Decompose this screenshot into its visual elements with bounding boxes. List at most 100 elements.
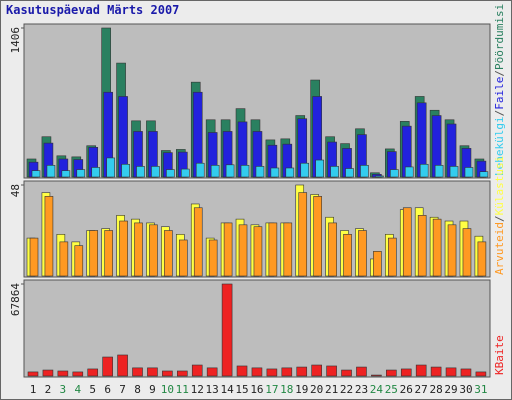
bar [341,369,352,377]
bar [240,165,250,178]
bar [270,167,280,178]
bar [268,222,278,277]
bar [181,168,190,178]
bar [300,162,310,178]
x-tick-label: 26 [400,383,413,396]
bar [388,237,397,277]
legend-entry: Faile [493,77,506,110]
bar [477,241,487,277]
bar [76,169,86,178]
bar [134,222,143,277]
bar [326,365,337,377]
x-tick-label: 25 [385,383,398,396]
bar [46,165,56,178]
bar [375,175,384,178]
bar [390,169,399,178]
bar [356,366,367,377]
bar [151,166,160,178]
bar [238,224,248,277]
bar [430,366,442,377]
bar [415,364,427,377]
bar [311,364,322,377]
x-tick-label: 15 [235,383,248,396]
bar [166,169,175,178]
bar [358,230,367,277]
x-tick-label: 16 [250,383,263,396]
bar [419,163,429,178]
x-tick-label: 1 [30,383,37,396]
bar [221,283,233,377]
x-tick-label: 19 [295,383,308,396]
bar [434,165,444,178]
x-tick-label: 21 [325,383,338,396]
x-tick-label: 4 [74,383,81,396]
legend-separator: / [493,215,506,222]
bar [57,370,69,377]
bar [191,364,203,377]
bar [206,367,218,377]
bar [208,239,218,277]
bar [74,245,84,277]
bar [445,367,457,377]
bar [89,230,99,277]
x-tick-label: 5 [89,383,96,396]
bar [315,159,324,178]
bar [136,166,145,178]
x-tick-label: 20 [310,383,323,396]
bar [210,165,220,178]
bar [59,241,69,277]
bar [417,215,427,277]
bar [195,162,205,178]
x-tick-label: 27 [415,383,428,396]
x-tick-label: 31 [474,383,487,396]
bar [121,163,130,178]
bar [177,370,188,377]
bar [106,157,115,178]
x-tick-label: 18 [280,383,293,396]
legend: KBaite [493,335,506,375]
bar [179,239,188,277]
bar [328,222,337,277]
bar [330,166,339,178]
bar [475,371,487,377]
plot-area [23,279,491,378]
x-tick-label: 7 [119,383,126,396]
bar [91,167,101,178]
bar [343,233,352,277]
bar [31,170,41,178]
bar [147,367,158,377]
bar [360,165,369,178]
bar [432,218,442,277]
bar [225,164,235,178]
bar [61,170,71,178]
x-tick-label: 2 [45,383,52,396]
bar [164,230,173,277]
bar [479,171,489,178]
bar [266,368,278,377]
bar [72,371,84,377]
bar [462,228,472,277]
legend-separator: / [493,70,506,77]
bar [253,226,263,277]
bar [404,166,414,178]
x-tick-label: 3 [60,383,67,396]
x-tick-label: 11 [176,383,189,396]
bar [449,166,459,178]
bar [132,367,143,377]
bar [464,167,474,178]
bar [27,371,39,377]
x-tick-label: 24 [370,383,384,396]
bar [345,168,354,178]
bar [313,196,322,277]
bar [162,370,173,377]
legend: Arvuteid/Külastusi [493,156,506,275]
bar [87,368,99,377]
x-tick-label: 9 [149,383,156,396]
legend-separator: / [493,110,506,117]
legend-entry: Pöördumisi [493,4,506,70]
bar [223,222,233,277]
bar [296,366,308,377]
x-tick-label: 29 [444,383,457,396]
x-tick-label: 28 [429,383,442,396]
